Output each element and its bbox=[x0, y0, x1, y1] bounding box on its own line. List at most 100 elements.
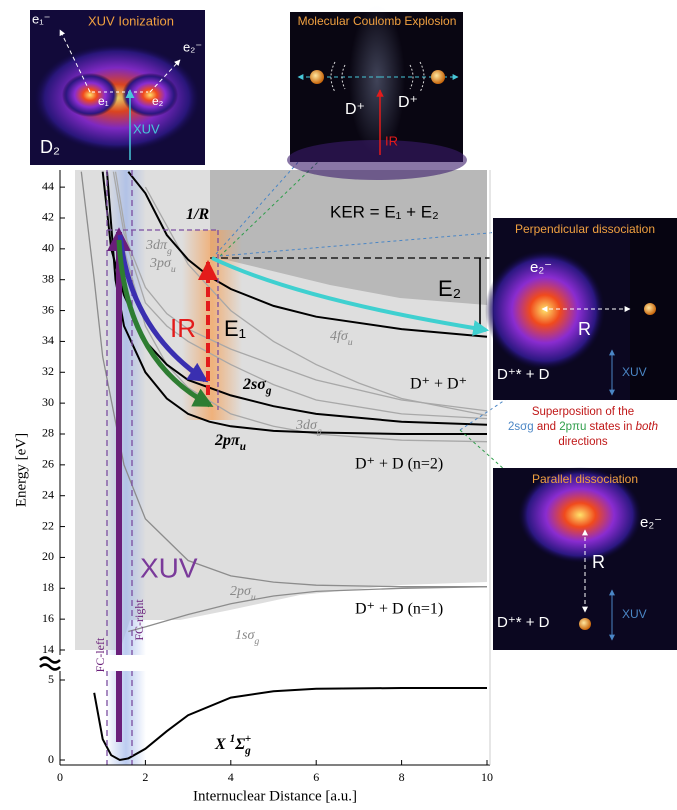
density-glow bbox=[287, 140, 467, 180]
y-tick-label: 32 bbox=[42, 364, 54, 378]
y-tick-label: 16 bbox=[42, 611, 54, 625]
label: D⁺* + D bbox=[497, 614, 550, 631]
curve-label-part: g bbox=[265, 385, 272, 397]
panel-title: XUV Ionization bbox=[88, 13, 174, 28]
link bbox=[219, 161, 319, 257]
axis-break-gap bbox=[40, 655, 500, 671]
density-glow bbox=[122, 73, 178, 117]
fc-right-label: FC-right bbox=[132, 599, 146, 641]
label: e₁⁻ bbox=[32, 11, 50, 26]
label: IR bbox=[385, 133, 398, 148]
n2-limit-label: D⁺ + D (n=2) bbox=[355, 456, 443, 473]
e1-label: E₁ bbox=[224, 316, 246, 341]
label: e₂ bbox=[152, 94, 164, 108]
y-tick-label: 42 bbox=[42, 210, 54, 224]
label: e₂⁻ bbox=[530, 259, 552, 276]
x-tick-label: 8 bbox=[399, 770, 405, 784]
x-tick-label: 10 bbox=[481, 770, 493, 784]
curve-label: 3dπg bbox=[145, 238, 172, 257]
curves bbox=[80, 171, 488, 762]
label: R bbox=[578, 319, 591, 339]
curve-label-part: 2pσ bbox=[230, 584, 252, 599]
ker-label: KER = E₁ + E₂ bbox=[330, 202, 439, 221]
curve bbox=[127, 171, 488, 338]
y-tick-label: 24 bbox=[42, 487, 54, 501]
curve-label-part: u bbox=[171, 264, 176, 275]
y-tick-label: 0 bbox=[48, 752, 54, 766]
overlay bbox=[39, 159, 506, 766]
electron-arrow bbox=[59, 29, 91, 93]
perpendicular-panel: Perpendicular dissociation e₂⁻ R D⁺* + D… bbox=[485, 218, 677, 400]
superposition-caption: Superposition of the 2sσg and 2pπu state… bbox=[508, 406, 658, 448]
label: D₂ bbox=[40, 137, 60, 157]
density-glow bbox=[62, 73, 118, 117]
panel-title: Parallel dissociation bbox=[532, 472, 638, 486]
text: states in bbox=[586, 421, 635, 433]
ion bbox=[310, 70, 324, 84]
label: XUV bbox=[622, 607, 647, 621]
density-glow bbox=[349, 5, 405, 155]
panel-title: Perpendicular dissociation bbox=[515, 222, 655, 236]
ion bbox=[431, 70, 445, 84]
label: e₂⁻ bbox=[183, 39, 202, 54]
path-arrow bbox=[117, 234, 209, 383]
y-tick-label: 26 bbox=[42, 457, 54, 471]
curve-label-part: 3dπ bbox=[145, 238, 168, 253]
y-tick-label: 20 bbox=[42, 549, 54, 563]
curve-label-part: u bbox=[251, 592, 256, 603]
y-tick-label: 14 bbox=[42, 642, 54, 656]
label: D⁺ bbox=[345, 101, 365, 118]
curve-label: 2pπu bbox=[214, 432, 246, 453]
curve-label-part: g bbox=[254, 636, 259, 647]
curve-label-part: u bbox=[348, 337, 353, 348]
curve-label-part: 3dσ bbox=[295, 418, 318, 433]
curve-label-part: 1sσ bbox=[235, 628, 255, 643]
fc-left-label: FC-left bbox=[93, 637, 107, 672]
curve-label: 1/R bbox=[186, 206, 209, 223]
y-tick-label: 34 bbox=[42, 333, 54, 347]
x-tick-label: 6 bbox=[313, 770, 319, 784]
curve bbox=[123, 248, 488, 443]
y-tick-label: 5 bbox=[48, 672, 54, 686]
y-tick-label: 18 bbox=[42, 580, 54, 594]
label: R bbox=[592, 552, 605, 572]
curve-label-part: 2pπ bbox=[214, 432, 241, 449]
curve-label-part: g bbox=[167, 246, 172, 257]
ion bbox=[644, 303, 656, 315]
curve-label: X 1Σg+ bbox=[214, 733, 251, 757]
curve-label-part: 3pσ bbox=[149, 256, 172, 271]
curve-label: 2pσu bbox=[230, 584, 256, 603]
curve-label-part: g bbox=[244, 745, 251, 757]
label: e₁ bbox=[98, 94, 109, 108]
ker-arrow bbox=[211, 256, 490, 336]
curve bbox=[93, 687, 487, 762]
x-axis-title: Internuclear Distance [a.u.] bbox=[193, 788, 357, 804]
curve bbox=[144, 186, 488, 417]
curve bbox=[112, 171, 488, 412]
coulomb-limit-label: D⁺ + D⁺ bbox=[410, 376, 467, 393]
curve-label-part: 2sσ bbox=[242, 376, 266, 393]
curve-label-part: Σ bbox=[234, 736, 245, 753]
curve-label-part: u bbox=[240, 441, 246, 453]
link bbox=[459, 429, 506, 471]
curve-label: 2sσg bbox=[242, 376, 272, 397]
electron-arrow bbox=[149, 59, 181, 93]
axis-break bbox=[39, 656, 61, 671]
label: XUV bbox=[133, 121, 160, 136]
curve-label: 1sσg bbox=[235, 628, 259, 647]
curve-label-part: X bbox=[214, 736, 230, 753]
y-tick-label: 44 bbox=[42, 179, 54, 193]
curve-label-part: 1/R bbox=[186, 206, 209, 223]
ir-label: IR bbox=[170, 313, 196, 343]
curve-label: 3pσu bbox=[149, 256, 176, 275]
label: e₂⁻ bbox=[640, 514, 662, 531]
y-tick-label: 22 bbox=[42, 518, 54, 532]
y-tick-label: 36 bbox=[42, 302, 54, 316]
curve-label-part: 1 bbox=[230, 733, 236, 745]
label: D⁺ bbox=[398, 94, 418, 111]
n1-limit-label: D⁺ + D (n=1) bbox=[355, 601, 443, 618]
curve-label-part: + bbox=[245, 733, 251, 745]
curve bbox=[80, 171, 487, 588]
y-tick-label: 30 bbox=[42, 395, 54, 409]
